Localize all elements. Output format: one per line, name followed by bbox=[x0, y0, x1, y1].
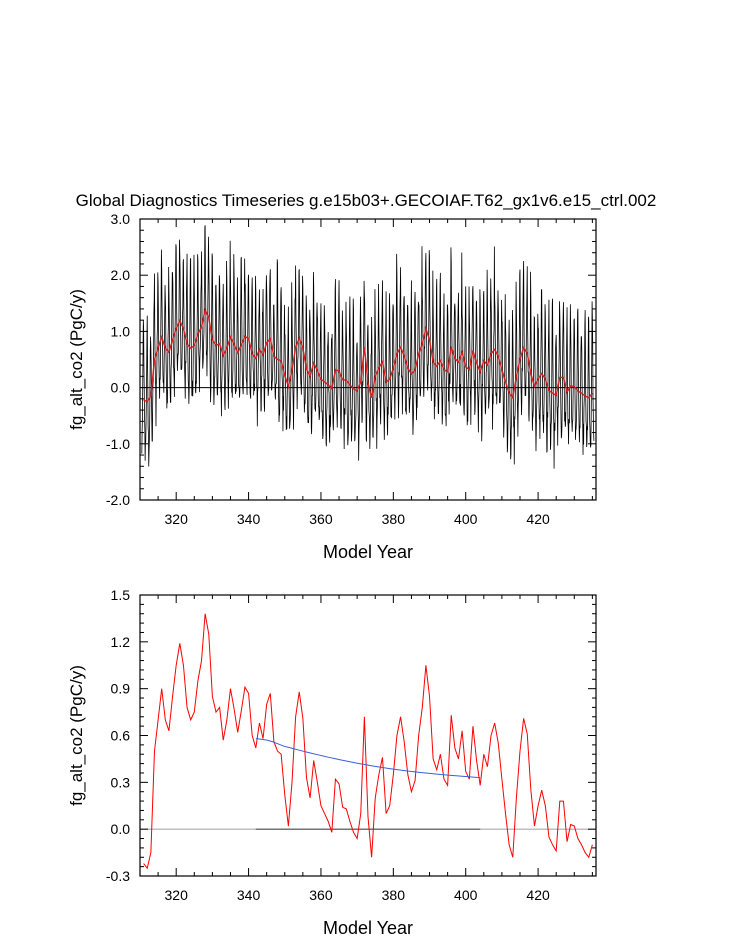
top-monthly-series-line bbox=[141, 225, 595, 469]
bottom-annual-panel: 320 340 360 380 400 420 -0.3 0.0 0.3 0.6 0.9 1.2 1.5… bbox=[67, 587, 597, 938]
top-x-tick-label: 340 bbox=[237, 511, 261, 527]
bottom-y-axis-label: fg_alt_co2 (PgC/y) bbox=[67, 665, 86, 806]
top-x-axis-label: Model Year bbox=[323, 542, 413, 562]
bottom-y-tick-label: 0.9 bbox=[111, 681, 131, 697]
top-x-tick-label: 360 bbox=[309, 511, 333, 527]
bottom-y-tick-label: 0.3 bbox=[111, 774, 131, 790]
top-y-tick-label: -1.0 bbox=[106, 436, 130, 452]
bottom-y-tick-label: 0.6 bbox=[111, 728, 131, 744]
top-y-tick-label: 3.0 bbox=[111, 211, 131, 227]
bottom-x-tick-label: 400 bbox=[454, 887, 478, 903]
top-y-axis-label: fg_alt_co2 (PgC/y) bbox=[67, 289, 86, 430]
top-y-tick-label: 1.0 bbox=[111, 323, 131, 339]
top-plot-frame bbox=[139, 218, 597, 501]
figure-title: Global Diagnostics Timeseries g.e15b03+.… bbox=[76, 191, 657, 210]
top-y-tick-label: -2.0 bbox=[106, 492, 130, 508]
bottom-x-axis-label: Model Year bbox=[323, 918, 413, 938]
bottom-y-tick-label: 1.2 bbox=[111, 634, 131, 650]
top-y-tick-label: 2.0 bbox=[111, 267, 131, 283]
top-x-tick-label: 420 bbox=[526, 511, 550, 527]
bottom-x-tick-label: 360 bbox=[309, 887, 333, 903]
bottom-x-tick-label: 320 bbox=[165, 887, 189, 903]
top-x-tick-label: 380 bbox=[382, 511, 406, 527]
top-y-tick-label: 0.0 bbox=[111, 380, 131, 396]
top-timeseries-panel: 320 340 360 380 400 420 -2.0 -1.0 0.0 1.0 2.0 3.0 M… bbox=[67, 211, 597, 562]
bottom-annual-series-line bbox=[143, 613, 593, 870]
top-running-mean-line bbox=[143, 307, 593, 403]
bottom-x-tick-label: 380 bbox=[382, 887, 406, 903]
bottom-y-tick-label: 1.5 bbox=[111, 587, 131, 603]
bottom-y-tick-label: -0.3 bbox=[106, 868, 130, 884]
top-x-tick-label: 320 bbox=[165, 511, 189, 527]
bottom-y-tick-label: 0.0 bbox=[111, 821, 131, 837]
bottom-x-tick-label: 420 bbox=[526, 887, 550, 903]
bottom-trend-line bbox=[255, 738, 481, 779]
top-x-tick-label: 400 bbox=[454, 511, 478, 527]
bottom-x-tick-label: 340 bbox=[237, 887, 261, 903]
